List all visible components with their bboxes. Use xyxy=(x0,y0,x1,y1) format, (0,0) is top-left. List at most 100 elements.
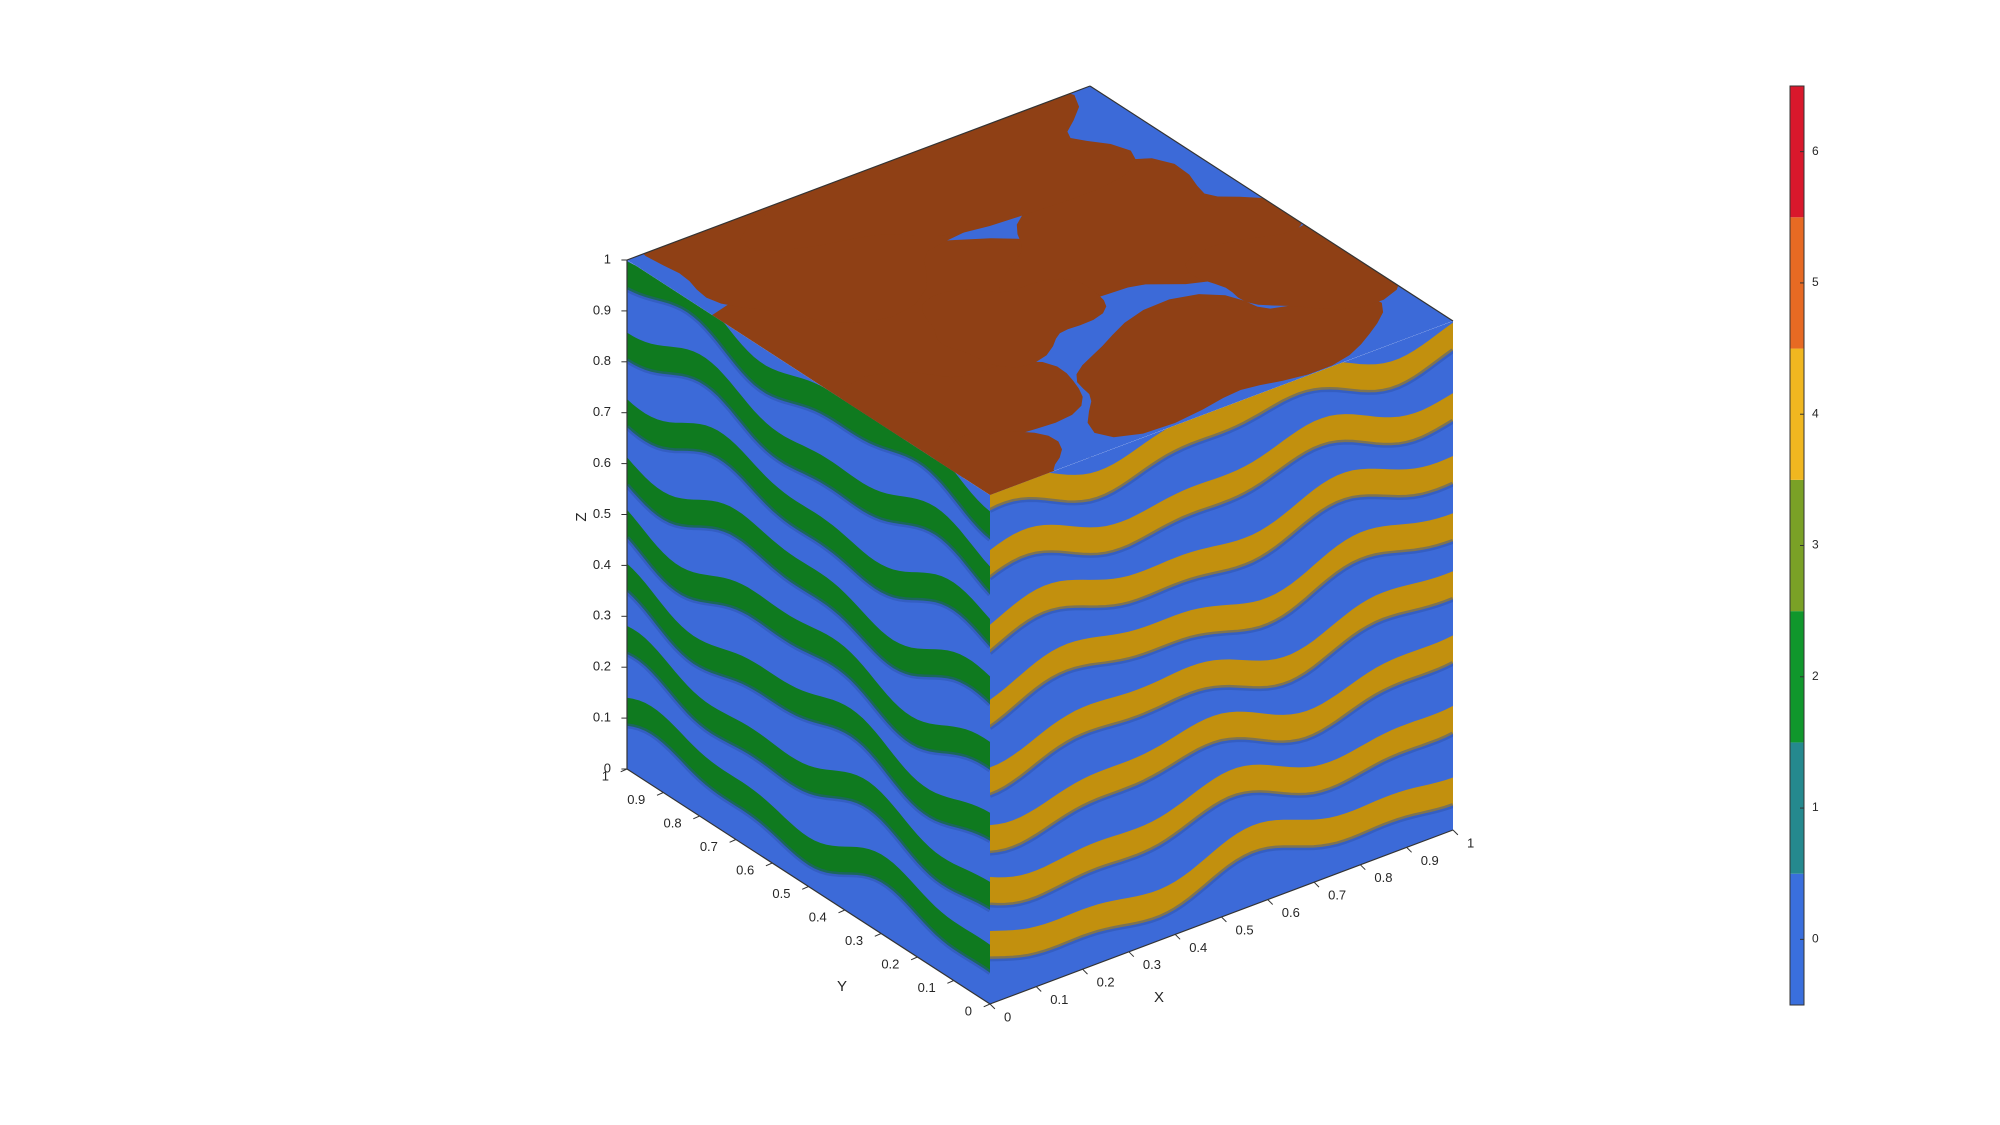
top-cap-blob-8 xyxy=(922,278,1107,368)
right-face-band-shadow-3 xyxy=(990,596,1453,798)
right-face-band-shadow-4 xyxy=(990,538,1453,730)
z-axis-tick-0: 0 xyxy=(604,760,611,775)
y-axis-tick-mark-0 xyxy=(983,1003,991,1008)
right-face-band-4 xyxy=(990,513,1453,728)
colorbar-bin-0 xyxy=(1790,873,1804,1005)
left-face-band-shadow-7 xyxy=(627,287,990,542)
colorbar-tick-1: 1 xyxy=(1812,800,1819,814)
top-cap-blob-3 xyxy=(1076,294,1384,438)
z-axis-tick-6: 0.6 xyxy=(593,455,611,470)
right-face-band-6 xyxy=(990,393,1453,579)
x-axis-tick-10: 1 xyxy=(1467,835,1474,850)
right-face-band-7 xyxy=(990,322,1453,511)
x-axis-tick-mark-8 xyxy=(1360,864,1366,871)
z-axis-tick-3: 0.3 xyxy=(593,608,611,623)
right-face-band-3 xyxy=(990,571,1453,796)
colorbar-tick-0: 0 xyxy=(1812,932,1819,946)
y-axis-tick-6: 0.6 xyxy=(736,862,754,877)
right-face-band-0 xyxy=(990,777,1453,959)
top-face-cap xyxy=(627,86,1453,495)
x-axis-tick-9: 0.9 xyxy=(1421,853,1439,868)
x-axis-tick-6: 0.6 xyxy=(1282,905,1300,920)
y-axis-tick-0: 0 xyxy=(965,1003,972,1018)
y-axis-tick-mark-2 xyxy=(910,956,918,961)
x-axis-tick-7: 0.7 xyxy=(1328,888,1346,903)
colorbar-bin-3 xyxy=(1790,479,1804,612)
left-face-band-4 xyxy=(627,457,990,705)
y-axis-tick-2: 0.2 xyxy=(881,956,899,971)
x-axis-tick-3: 0.3 xyxy=(1143,957,1161,972)
colorbar-tick-6: 6 xyxy=(1812,144,1819,158)
y-axis-tick-8: 0.8 xyxy=(664,815,682,830)
colorbar-tick-3: 3 xyxy=(1812,538,1819,552)
y-axis-tick-mark-10 xyxy=(620,768,628,773)
colorbar-bin-6 xyxy=(1790,86,1804,218)
z-axis-tick-1: 0.1 xyxy=(593,710,611,725)
x-axis-tick-8: 0.8 xyxy=(1374,870,1392,885)
colorbar-bin-4 xyxy=(1790,348,1804,480)
right-face-band-shadow-1 xyxy=(990,731,1453,908)
x-axis: 0 0.1 0.2 0.3 0.4 0.5 0.6 0.7 0.8 0.9 1 xyxy=(989,829,1474,1024)
box-edge-top-back xyxy=(626,85,1091,261)
left-face-band-shadow-0 xyxy=(627,723,990,975)
x-axis-tick-5: 0.5 xyxy=(1236,922,1254,937)
y-axis-tick-9: 0.9 xyxy=(627,792,645,807)
right-face-band-1 xyxy=(990,705,1453,906)
z-axis-tick-2: 0.2 xyxy=(593,659,611,674)
z-axis-tick-4: 0.4 xyxy=(593,557,611,572)
colorbar: 0 1 2 3 4 5 6 xyxy=(1789,85,1819,1006)
x-axis-tick-2: 0.2 xyxy=(1097,975,1115,990)
y-axis-tick-mark-7 xyxy=(729,839,737,843)
y-axis-tick-mark-5 xyxy=(801,886,809,890)
y-axis-tick-mark-8 xyxy=(693,815,700,820)
x-axis-tick-1: 0.1 xyxy=(1050,992,1068,1007)
y-axis-tick-10: 1 xyxy=(602,768,609,783)
x-axis-tick-mark-7 xyxy=(1313,881,1320,888)
left-face-band-6 xyxy=(627,332,990,595)
z-axis-tick-7: 0.7 xyxy=(593,404,611,419)
top-cap-blob-5 xyxy=(739,89,1137,251)
y-axis-tick-4: 0.4 xyxy=(809,909,827,924)
colorbar-bin-2 xyxy=(1790,611,1804,743)
left-face-band-shadow-5 xyxy=(627,425,990,649)
right-face-band-shadow-7 xyxy=(990,348,1453,513)
z-axis-tick-10: 1 xyxy=(604,251,611,266)
x-axis-tick-mark-10 xyxy=(1452,829,1459,836)
y-axis-tick-5: 0.5 xyxy=(772,886,790,901)
y-axis-tick-mark-1 xyxy=(947,980,954,984)
left-face-band-shadow-4 xyxy=(627,483,990,707)
z-axis-tick-8: 0.8 xyxy=(593,353,611,368)
right-face-band-5 xyxy=(990,456,1453,653)
x-axis-tick-mark-5 xyxy=(1221,916,1227,923)
left-face-band-2 xyxy=(627,563,990,841)
left-face-band-shadow-2 xyxy=(627,589,990,843)
x-axis-tick-mark-0 xyxy=(989,1003,996,1010)
left-face-band-shadow-3 xyxy=(627,536,990,772)
y-axis-tick-mark-6 xyxy=(765,862,773,867)
y-axis-tick-mark-3 xyxy=(874,933,882,937)
y-axis-label: Y xyxy=(837,978,847,995)
box-edge-top-right xyxy=(1089,85,1454,322)
y-axis-tick-mark-4 xyxy=(838,909,846,914)
left-face-y-slices xyxy=(627,260,990,1004)
colorbar-tick-5: 5 xyxy=(1812,275,1819,289)
left-face-band-shadow-1 xyxy=(627,651,990,913)
right-face-band-shadow-0 xyxy=(990,803,1453,962)
left-face-band-1 xyxy=(627,625,990,910)
colorbar-tick-4: 4 xyxy=(1812,406,1819,420)
x-axis-tick-mark-2 xyxy=(1082,968,1088,975)
left-face-band-5 xyxy=(627,399,990,647)
x-axis-tick-0: 0 xyxy=(1004,1009,1011,1024)
x-axis-tick-mark-6 xyxy=(1267,899,1274,905)
colorbar-bin-1 xyxy=(1790,742,1804,874)
z-axis: 0 0.1 0.2 0.3 0.4 0.5 0.6 0.7 0.8 0.9 1 xyxy=(593,251,627,775)
x-axis-tick-mark-3 xyxy=(1128,951,1135,958)
colorbar-tick-2: 2 xyxy=(1812,669,1819,683)
right-face-band-shadow-6 xyxy=(990,418,1453,581)
x-axis-tick-mark-9 xyxy=(1406,847,1412,853)
y-axis-tick-7: 0.7 xyxy=(700,839,718,854)
y-axis-tick-mark-9 xyxy=(656,792,664,796)
x-axis-tick-mark-4 xyxy=(1174,934,1181,940)
colorbar-bin-5 xyxy=(1790,217,1804,349)
